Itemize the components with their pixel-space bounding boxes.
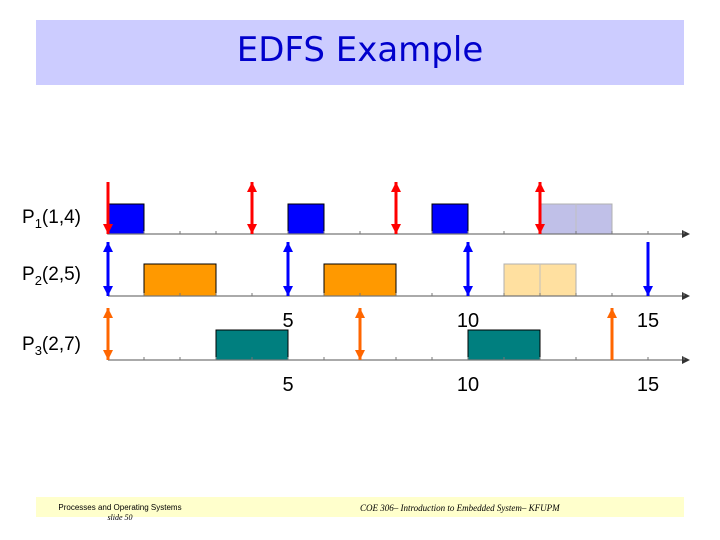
deadline-arrowhead (463, 286, 473, 296)
row3-tick-label: 15 (636, 310, 660, 332)
bottom-tick-label: 15 (636, 374, 660, 396)
process-label-p2: P2(2,5) (22, 264, 81, 288)
footer-left: Processes and Operating Systems slide 50 (40, 503, 200, 523)
deadline-arrowhead (283, 286, 293, 296)
deadline-arrowhead (103, 224, 113, 234)
title-bar (36, 20, 684, 85)
execution-block (107, 203, 145, 235)
release-arrowhead (355, 308, 365, 318)
release-arrowhead (247, 182, 257, 192)
deadline-arrowhead (391, 224, 401, 234)
release-arrowhead (103, 308, 113, 318)
release-arrowhead (391, 182, 401, 192)
footer-slide-number: slide 50 (107, 513, 133, 522)
release-arrowhead (607, 308, 617, 318)
slide-title: EDFS Example (236, 30, 484, 70)
deadline-arrowhead (355, 350, 365, 360)
release-arrowhead (463, 242, 473, 252)
footer-bar (36, 497, 684, 517)
process-label-p3: P3(2,7) (22, 334, 81, 358)
deadline-arrowhead (103, 350, 113, 360)
bottom-tick-label: 10 (456, 374, 480, 396)
execution-block (215, 329, 289, 361)
deadline-arrowhead (103, 286, 113, 296)
time-axis-arrowhead (682, 292, 690, 300)
footer-course-title: Processes and Operating Systems (58, 503, 182, 512)
release-arrowhead (283, 242, 293, 252)
row3-tick-label: 10 (456, 310, 480, 332)
execution-block (323, 263, 397, 297)
time-axis-arrowhead (682, 230, 690, 238)
footer-course-info: COE 306– Introduction to Embedded System… (360, 503, 560, 513)
time-axis-arrowhead (682, 356, 690, 364)
process-label-p1: P1(1,4) (22, 207, 81, 231)
deadline-arrowhead (643, 286, 653, 296)
row3-tick-label: 5 (282, 310, 294, 332)
execution-block (143, 263, 217, 297)
bottom-tick-label: 5 (282, 374, 294, 396)
execution-block (287, 203, 325, 235)
release-arrowhead (103, 242, 113, 252)
release-arrowhead (535, 182, 545, 192)
deadline-arrowhead (535, 224, 545, 234)
deadline-arrowhead (247, 224, 257, 234)
execution-block (431, 203, 469, 235)
execution-block (467, 329, 541, 361)
